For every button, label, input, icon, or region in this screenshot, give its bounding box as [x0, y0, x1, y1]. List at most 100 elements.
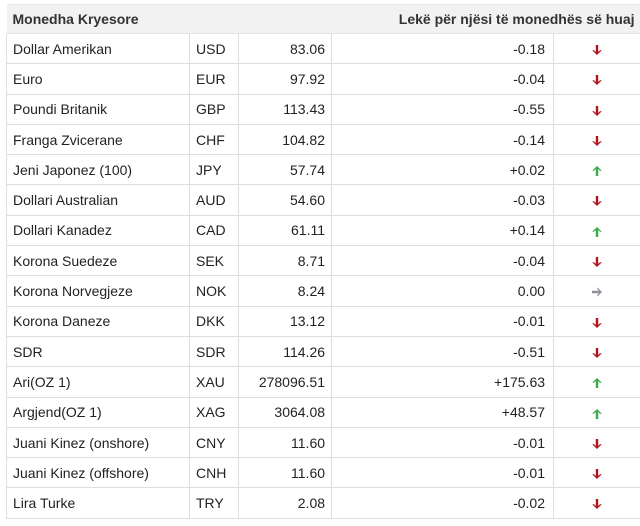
currency-code: AUD — [190, 185, 239, 215]
trend-cell — [554, 124, 640, 154]
currency-name: Juani Kinez (offshore) — [7, 458, 190, 488]
trend-cell — [554, 488, 640, 518]
rate-change: -0.18 — [332, 34, 554, 64]
arrow-down-icon — [591, 105, 603, 117]
arrow-down-icon — [591, 498, 603, 510]
table-header-row: Monedha Kryesore Lekë për njësi të moned… — [7, 5, 640, 34]
rate-change: -0.01 — [332, 458, 554, 488]
trend-cell — [554, 397, 640, 427]
currency-name: Jeni Japonez (100) — [7, 155, 190, 185]
rate-change: 0.00 — [332, 276, 554, 306]
currency-rate: 8.71 — [239, 246, 332, 276]
currency-code: GBP — [190, 94, 239, 124]
currency-name: Poundi Britanik — [7, 94, 190, 124]
currency-rate: 11.60 — [239, 458, 332, 488]
rate-change: -0.03 — [332, 185, 554, 215]
currency-name: Korona Daneze — [7, 306, 190, 336]
currency-rate: 8.24 — [239, 276, 332, 306]
trend-cell — [554, 34, 640, 64]
currency-code: SDR — [190, 336, 239, 366]
trend-cell — [554, 246, 640, 276]
currency-rate: 57.74 — [239, 155, 332, 185]
rate-change: +175.63 — [332, 367, 554, 397]
arrow-up-icon — [591, 377, 603, 389]
rate-change: +0.14 — [332, 215, 554, 245]
arrow-up-icon — [591, 408, 603, 420]
trend-cell — [554, 458, 640, 488]
currency-code: TRY — [190, 488, 239, 518]
currency-rate: 97.92 — [239, 64, 332, 94]
currency-rate: 278096.51 — [239, 367, 332, 397]
arrow-down-icon — [591, 468, 603, 480]
exchange-rate-table: Monedha Kryesore Lekë për njësi të moned… — [6, 4, 640, 519]
currency-code: EUR — [190, 64, 239, 94]
rate-change: -0.04 — [332, 64, 554, 94]
currency-code: CNY — [190, 427, 239, 457]
currency-name: Euro — [7, 64, 190, 94]
currency-code: NOK — [190, 276, 239, 306]
currency-name: Korona Norvegjeze — [7, 276, 190, 306]
currency-name: Argjend(OZ 1) — [7, 397, 190, 427]
trend-cell — [554, 367, 640, 397]
currency-name: Lira Turke — [7, 488, 190, 518]
currency-rate: 11.60 — [239, 427, 332, 457]
arrow-down-icon — [591, 74, 603, 86]
currency-name: SDR — [7, 336, 190, 366]
arrow-up-icon — [591, 165, 603, 177]
currency-name: Ari(OZ 1) — [7, 367, 190, 397]
currency-column-header: Monedha Kryesore — [7, 5, 239, 34]
rate-column-header: Lekë për njësi të monedhës së huaj — [239, 5, 640, 34]
currency-code: SEK — [190, 246, 239, 276]
arrow-down-icon — [591, 347, 603, 359]
currency-code: CAD — [190, 215, 239, 245]
currency-code: XAG — [190, 397, 239, 427]
currency-name: Franga Zvicerane — [7, 124, 190, 154]
trend-cell — [554, 64, 640, 94]
rate-change: -0.02 — [332, 488, 554, 518]
rate-change: -0.01 — [332, 306, 554, 336]
currency-rate: 114.26 — [239, 336, 332, 366]
currency-name: Dollari Kanadez — [7, 215, 190, 245]
arrow-down-icon — [591, 44, 603, 56]
currency-rate: 104.82 — [239, 124, 332, 154]
rate-change: -0.55 — [332, 94, 554, 124]
rate-change: -0.14 — [332, 124, 554, 154]
currency-name: Juani Kinez (onshore) — [7, 427, 190, 457]
trend-cell — [554, 94, 640, 124]
currency-code: CNH — [190, 458, 239, 488]
currency-rate: 113.43 — [239, 94, 332, 124]
currency-code: DKK — [190, 306, 239, 336]
rate-change: -0.51 — [332, 336, 554, 366]
currency-code: JPY — [190, 155, 239, 185]
rate-change: +0.02 — [332, 155, 554, 185]
rate-change: +48.57 — [332, 397, 554, 427]
trend-cell — [554, 306, 640, 336]
trend-cell — [554, 155, 640, 185]
currency-name: Dollar Amerikan — [7, 34, 190, 64]
trend-cell — [554, 185, 640, 215]
rate-change: -0.01 — [332, 427, 554, 457]
currency-code: CHF — [190, 124, 239, 154]
exchange-rate-panel: Monedha Kryesore Lekë për njësi të moned… — [6, 4, 640, 519]
trend-cell — [554, 427, 640, 457]
trend-cell — [554, 215, 640, 245]
currency-rate: 3064.08 — [239, 397, 332, 427]
trend-cell — [554, 336, 640, 366]
currency-rate: 2.08 — [239, 488, 332, 518]
arrow-up-icon — [591, 226, 603, 238]
